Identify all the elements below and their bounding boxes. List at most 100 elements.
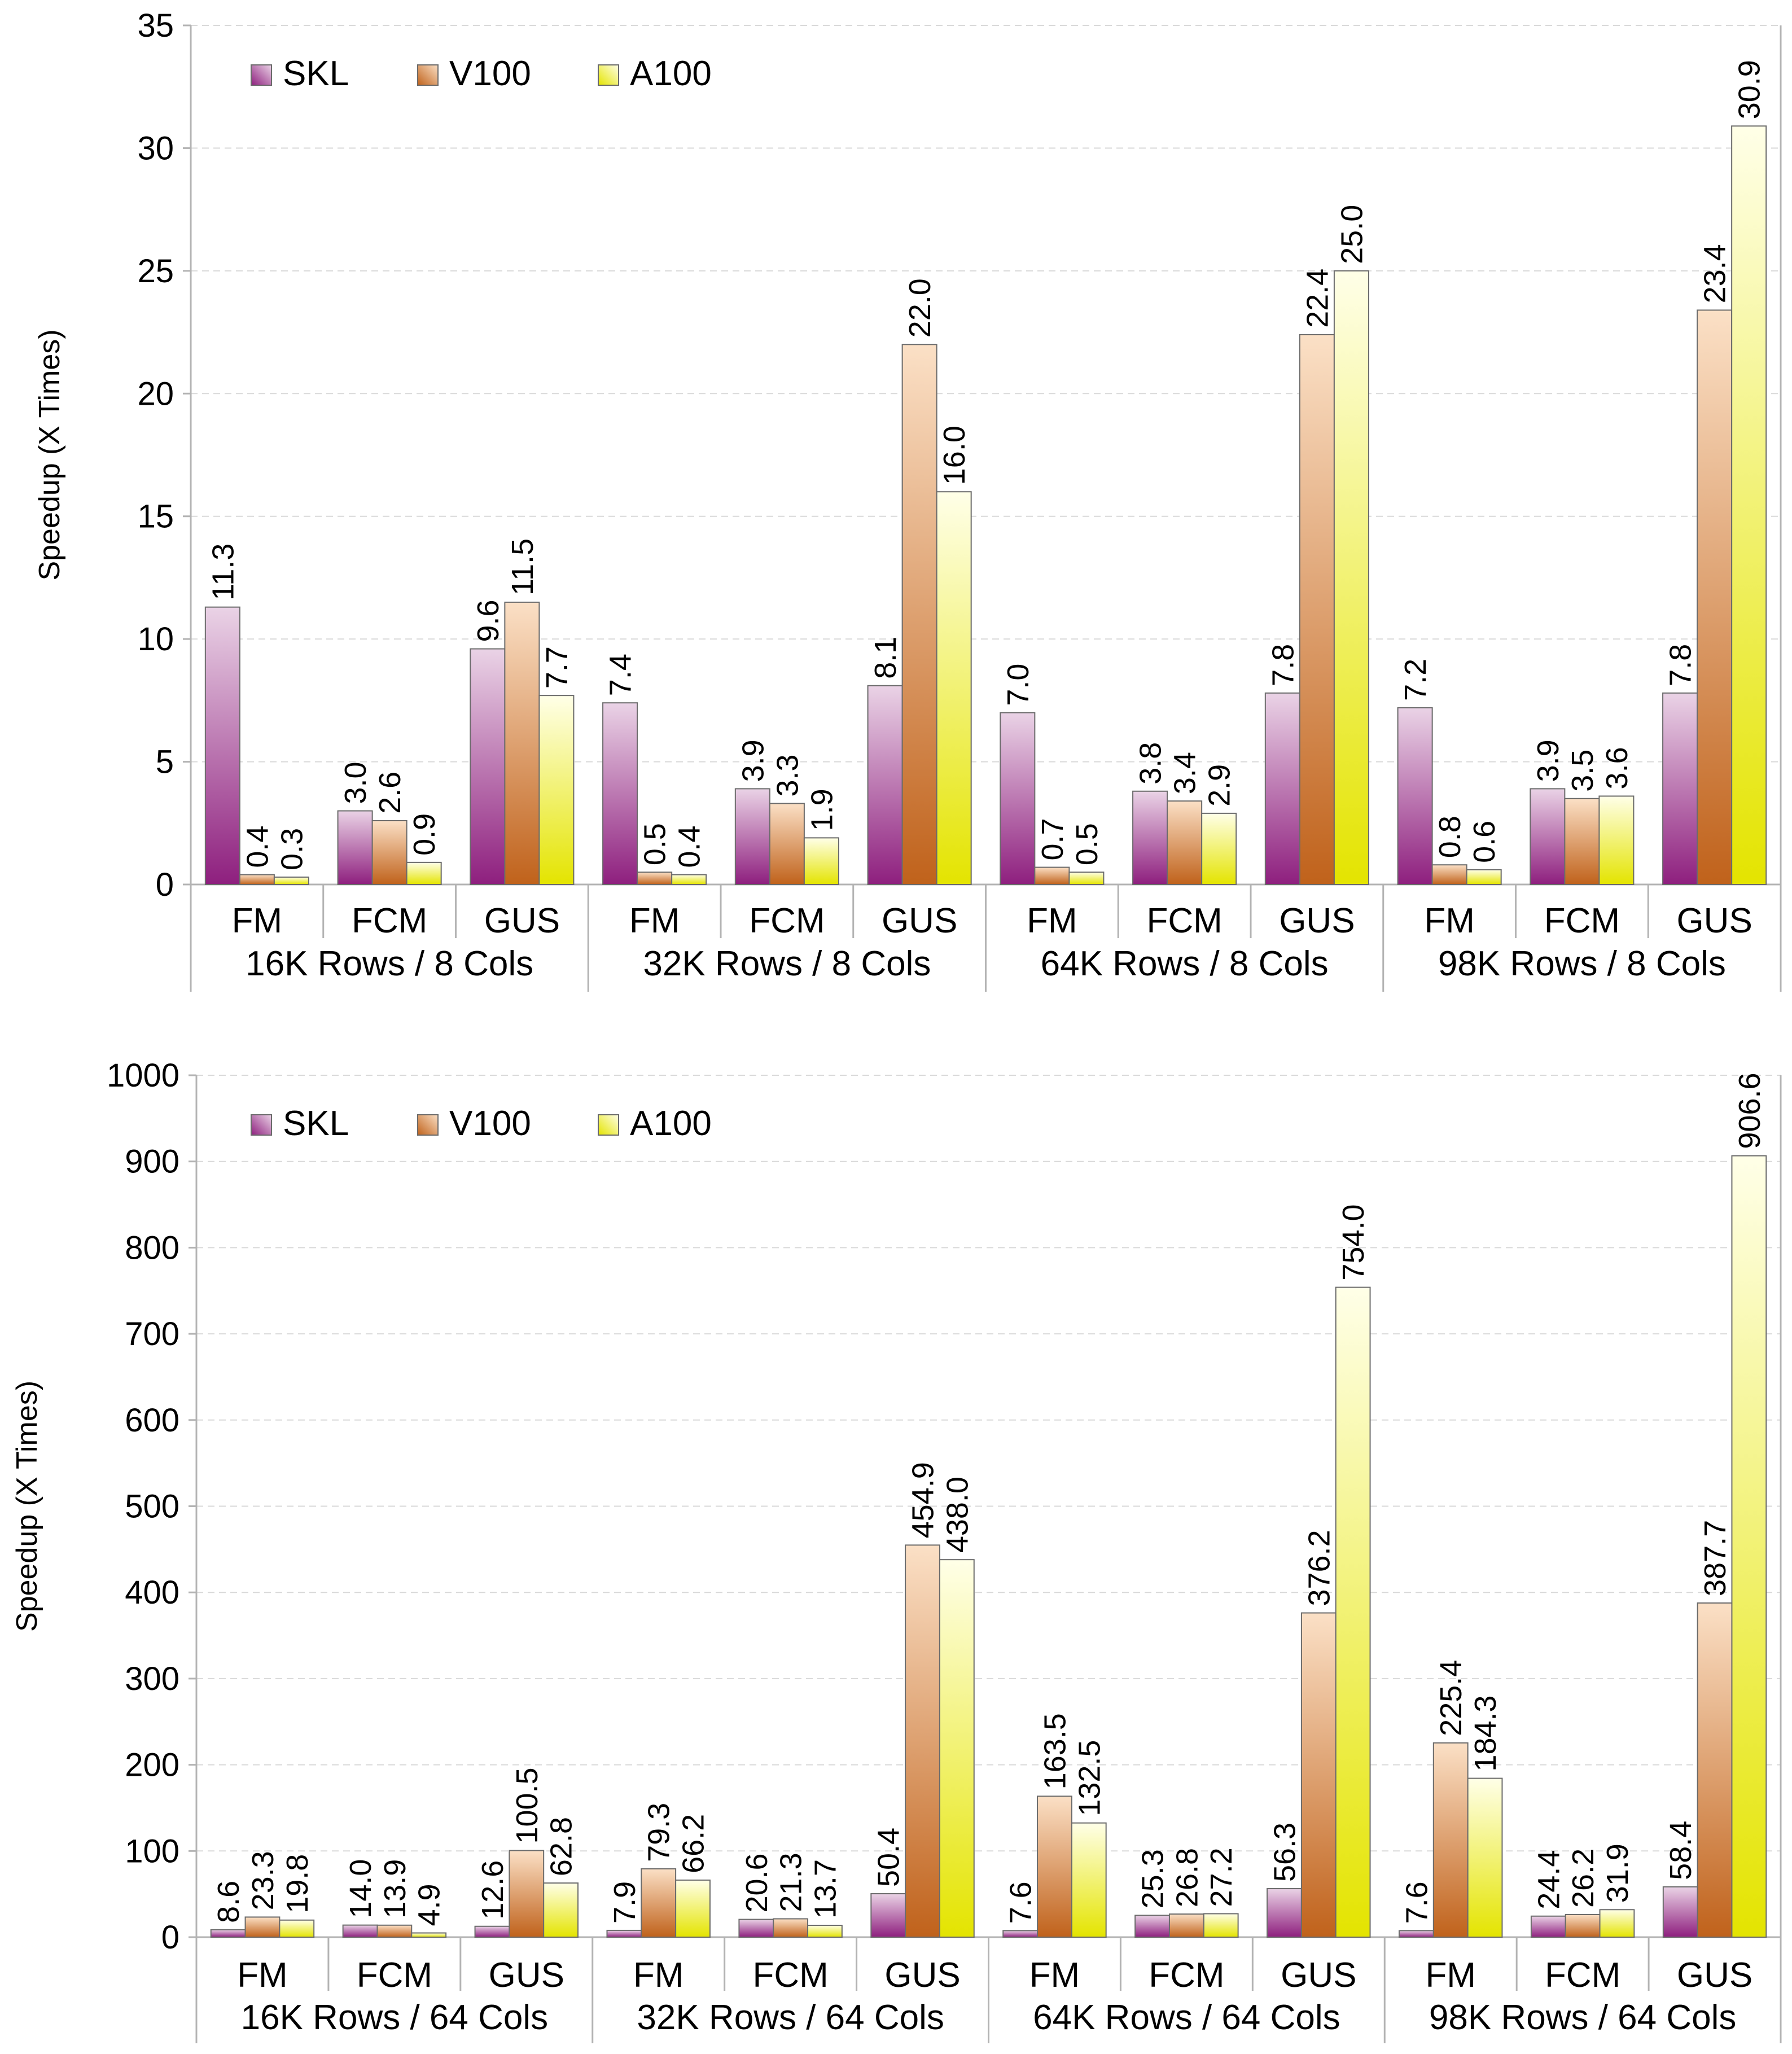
- bar-skl-64k-rows-64-cols-fm: [1002, 1930, 1039, 1938]
- legend: SKL V100 A100: [251, 1104, 712, 1143]
- bar-a100-16k-rows-8-cols-fcm: [406, 861, 442, 886]
- y-tick-label: 15: [137, 498, 174, 535]
- bar-v100-16k-rows-8-cols-gus: [504, 601, 540, 886]
- legend-swatch-a100: [598, 64, 619, 86]
- data-label: 26.8: [1170, 1848, 1204, 1907]
- data-label: 19.8: [281, 1854, 314, 1913]
- bar-a100-64k-rows-8-cols-fcm: [1201, 812, 1237, 886]
- data-label: 7.8: [1664, 644, 1698, 686]
- bar-a100-32k-rows-64-cols-gus: [939, 1559, 975, 1938]
- y-tick-label: 5: [156, 744, 174, 781]
- data-label: 3.9: [1531, 739, 1565, 782]
- bar-skl-64k-rows-8-cols-fm: [1000, 712, 1036, 885]
- legend-swatch-v100: [417, 64, 439, 86]
- category-label-fm: FM: [237, 1956, 288, 1995]
- bar-v100-64k-rows-8-cols-fcm: [1167, 800, 1203, 885]
- data-label: 454.9: [906, 1462, 940, 1538]
- data-label: 7.6: [1400, 1881, 1434, 1924]
- data-label: 79.3: [642, 1803, 676, 1862]
- legend-label-v100: V100: [449, 54, 531, 93]
- data-label: 387.7: [1698, 1520, 1732, 1596]
- data-label: 21.3: [774, 1852, 808, 1912]
- category-label-fcm: FCM: [352, 901, 427, 940]
- y-tick-label: 1000: [107, 1057, 179, 1094]
- data-label: 2.9: [1203, 764, 1237, 807]
- data-label: 24.4: [1532, 1850, 1566, 1910]
- data-label: 27.2: [1204, 1847, 1238, 1907]
- y-axis-title: Speedup (X Times): [11, 1381, 43, 1632]
- bar-a100-32k-rows-8-cols-gus: [936, 491, 972, 885]
- data-label: 22.0: [903, 278, 937, 338]
- bar-skl-16k-rows-8-cols-gus: [470, 648, 506, 885]
- data-label: 16.0: [937, 426, 971, 485]
- data-label: 163.5: [1038, 1713, 1072, 1789]
- group-label: 32K Rows / 8 Cols: [643, 944, 931, 983]
- y-tick-label: 20: [137, 375, 174, 412]
- legend: SKL V100 A100: [251, 54, 712, 93]
- bar-skl-98k-rows-64-cols-fcm: [1530, 1915, 1566, 1938]
- category-label-fm: FM: [1425, 1956, 1476, 1995]
- bar-a100-32k-rows-64-cols-fm: [675, 1879, 711, 1938]
- bar-v100-64k-rows-8-cols-fm: [1034, 866, 1070, 886]
- data-label: 7.7: [540, 646, 574, 689]
- y-tick-label: 500: [125, 1488, 179, 1525]
- group-label: 98K Rows / 64 Cols: [1429, 1998, 1736, 2037]
- bar-skl-32k-rows-8-cols-gus: [867, 685, 903, 886]
- data-label: 132.5: [1072, 1740, 1106, 1816]
- data-label: 100.5: [510, 1767, 544, 1843]
- data-label: 3.4: [1168, 752, 1202, 794]
- legend-swatch-skl: [251, 1114, 272, 1136]
- data-label: 30.9: [1733, 60, 1767, 119]
- bar-v100-32k-rows-64-cols-gus: [905, 1544, 940, 1938]
- category-label-gus: GUS: [1677, 1956, 1752, 1995]
- bar-v100-32k-rows-64-cols-fm: [641, 1868, 677, 1938]
- category-label-gus: GUS: [882, 901, 957, 940]
- data-label: 25.0: [1335, 205, 1369, 264]
- bar-skl-16k-rows-8-cols-fcm: [337, 810, 373, 885]
- data-label: 56.3: [1268, 1823, 1302, 1882]
- bar-skl-64k-rows-8-cols-gus: [1264, 692, 1300, 885]
- data-label: 66.2: [677, 1814, 711, 1873]
- data-label: 50.4: [872, 1828, 906, 1887]
- bar-v100-64k-rows-64-cols-fcm: [1168, 1913, 1204, 1938]
- category-label-fcm: FCM: [1149, 1956, 1224, 1995]
- y-tick-label: 400: [125, 1574, 179, 1611]
- bar-skl-16k-rows-8-cols-fm: [204, 606, 240, 886]
- chart-8-cols: 0 5 10 15 20 25 30 35 Speedup (X Times) FM 11.3 0.4…: [33, 7, 1782, 992]
- category-label-gus: GUS: [1279, 901, 1355, 940]
- bar-skl-32k-rows-64-cols-fm: [606, 1929, 642, 1938]
- data-label: 14.0: [344, 1859, 378, 1919]
- bar-v100-32k-rows-64-cols-fcm: [773, 1918, 809, 1938]
- data-label: 184.3: [1469, 1695, 1502, 1771]
- data-label: 0.7: [1036, 818, 1070, 860]
- bar-v100-64k-rows-64-cols-fm: [1037, 1795, 1072, 1938]
- data-label: 0.4: [240, 826, 274, 868]
- legend-swatch-v100: [417, 1114, 439, 1136]
- bar-a100-64k-rows-8-cols-fm: [1068, 871, 1105, 886]
- bar-v100-64k-rows-8-cols-gus: [1299, 334, 1335, 885]
- data-label: 7.2: [1399, 659, 1432, 701]
- bar-v100-16k-rows-64-cols-fm: [244, 1916, 281, 1938]
- data-label: 13.9: [378, 1859, 412, 1919]
- data-label: 23.3: [246, 1851, 280, 1910]
- bar-a100-64k-rows-64-cols-fcm: [1203, 1913, 1239, 1938]
- bar-v100-32k-rows-8-cols-gus: [901, 344, 937, 885]
- legend-swatch-a100: [598, 1114, 619, 1136]
- bar-v100-98k-rows-64-cols-gus: [1697, 1602, 1733, 1938]
- data-label: 7.9: [608, 1881, 642, 1924]
- legend-swatch-skl: [251, 64, 272, 86]
- data-label: 26.2: [1566, 1849, 1600, 1908]
- bar-v100-16k-rows-64-cols-gus: [509, 1850, 545, 1938]
- bar-a100-16k-rows-64-cols-fm: [279, 1919, 315, 1938]
- y-tick-label: 700: [125, 1316, 179, 1352]
- bar-skl-32k-rows-64-cols-gus: [870, 1893, 906, 1938]
- group-label: 16K Rows / 8 Cols: [246, 944, 533, 983]
- category-label-fcm: FCM: [1545, 1956, 1620, 1995]
- data-label: 906.6: [1733, 1072, 1767, 1149]
- data-label: 0.3: [275, 828, 309, 870]
- bar-a100-98k-rows-8-cols-fcm: [1598, 795, 1635, 885]
- bar-a100-32k-rows-8-cols-fm: [671, 874, 707, 885]
- data-label: 7.6: [1004, 1881, 1038, 1924]
- bar-skl-64k-rows-64-cols-gus: [1267, 1888, 1302, 1938]
- bar-v100-32k-rows-8-cols-fm: [637, 871, 673, 886]
